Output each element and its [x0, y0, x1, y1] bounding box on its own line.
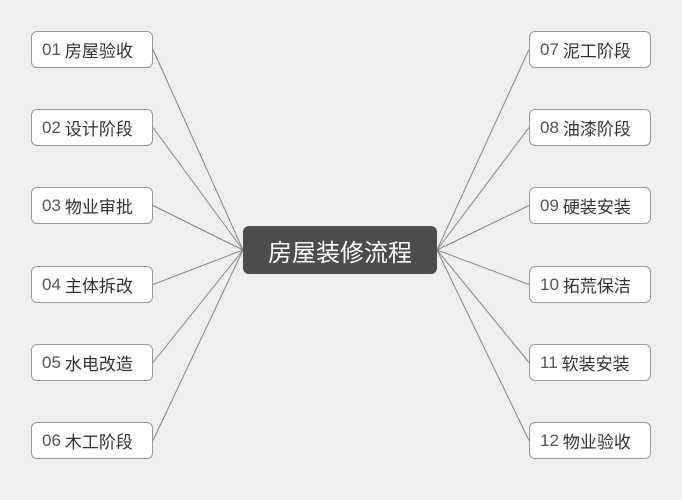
leaf-node-12: 12物业验收	[529, 422, 651, 459]
leaf-number: 09	[540, 196, 563, 216]
leaf-number: 12	[540, 431, 563, 451]
leaf-node-04: 04主体拆改	[31, 266, 153, 303]
leaf-number: 06	[42, 431, 65, 451]
leaf-label: 软装安装	[562, 350, 630, 375]
leaf-label: 物业验收	[563, 428, 631, 453]
leaf-number: 01	[42, 40, 65, 60]
center-label: 房屋装修流程	[268, 233, 412, 268]
leaf-number: 11	[540, 353, 562, 373]
leaf-node-10: 10拓荒保洁	[529, 266, 651, 303]
leaf-node-03: 03物业审批	[31, 187, 153, 224]
leaf-number: 04	[42, 275, 65, 295]
leaf-node-09: 09硬装安装	[529, 187, 651, 224]
leaf-label: 房屋验收	[65, 37, 133, 62]
leaf-number: 05	[42, 353, 65, 373]
leaf-label: 泥工阶段	[563, 37, 631, 62]
leaf-number: 07	[540, 40, 563, 60]
leaf-label: 木工阶段	[65, 428, 133, 453]
leaf-number: 08	[540, 118, 563, 138]
leaf-node-11: 11软装安装	[529, 344, 651, 381]
leaf-node-02: 02设计阶段	[31, 109, 153, 146]
leaf-number: 10	[540, 275, 563, 295]
leaf-node-07: 07泥工阶段	[529, 31, 651, 68]
leaf-label: 物业审批	[65, 193, 133, 218]
leaf-node-06: 06木工阶段	[31, 422, 153, 459]
leaf-node-05: 05水电改造	[31, 344, 153, 381]
leaf-number: 03	[42, 196, 65, 216]
leaf-node-08: 08油漆阶段	[529, 109, 651, 146]
leaf-node-01: 01房屋验收	[31, 31, 153, 68]
leaf-number: 02	[42, 118, 65, 138]
center-node: 房屋装修流程	[243, 226, 437, 274]
diagram-canvas: 房屋装修流程 01房屋验收 02设计阶段 03物业审批 04主体拆改 05水电改造 06木…	[0, 0, 682, 500]
leaf-label: 设计阶段	[65, 115, 133, 140]
leaf-label: 拓荒保洁	[563, 272, 631, 297]
leaf-label: 硬装安装	[563, 193, 631, 218]
leaf-label: 水电改造	[65, 350, 133, 375]
leaf-label: 油漆阶段	[563, 115, 631, 140]
leaf-label: 主体拆改	[65, 272, 133, 297]
